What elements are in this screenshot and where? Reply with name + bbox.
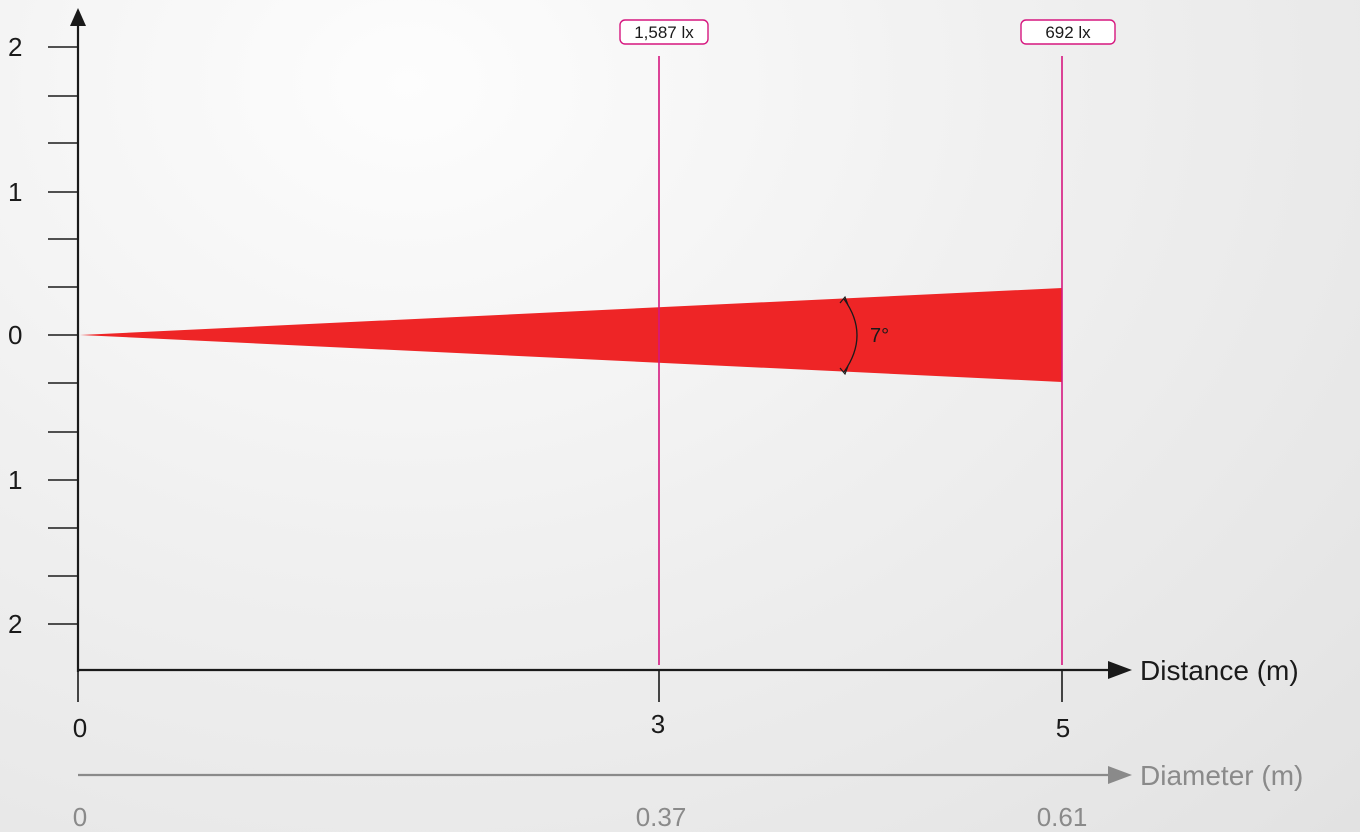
beam-angle-arc [843, 298, 858, 373]
beam-angle-label: 7° [870, 325, 889, 347]
y-tick-label: 0 [8, 320, 22, 350]
diameter-tick-label: 0 [73, 802, 87, 832]
diameter-axis-title: Diameter (m) [1140, 760, 1303, 791]
x-axis-title: Distance (m) [1140, 655, 1299, 686]
illuminance-markers: 1,587 lx 692 lx [619, 19, 1116, 665]
y-tick-label: 1 [8, 177, 22, 207]
x-axis-arrow [1108, 661, 1132, 679]
angle-arc-arrow-top [839, 295, 849, 306]
y-tick-label: 2 [8, 32, 22, 62]
y-tick-label: 2 [8, 609, 22, 639]
beam-cone [80, 288, 1062, 382]
lux-label-5m: 692 lx [1045, 23, 1091, 42]
diameter-axis-arrow [1108, 766, 1132, 784]
lux-label-3m: 1,587 lx [634, 23, 694, 42]
y-axis-arrow [70, 8, 86, 26]
x-tick-label: 3 [651, 709, 665, 739]
marker-badge-5m [1020, 19, 1116, 45]
y-tick-label: 1 [8, 465, 22, 495]
y-axis-ticks [48, 46, 78, 625]
diameter-tick-label: 0.37 [636, 802, 687, 832]
x-tick-label: 5 [1056, 713, 1070, 743]
x-tick-label: 0 [73, 713, 87, 743]
x-axis-ticks [77, 670, 1063, 702]
marker-badge-3m [619, 19, 709, 45]
diameter-tick-label: 0.61 [1037, 802, 1088, 832]
angle-arc-arrow-bottom [839, 365, 849, 376]
